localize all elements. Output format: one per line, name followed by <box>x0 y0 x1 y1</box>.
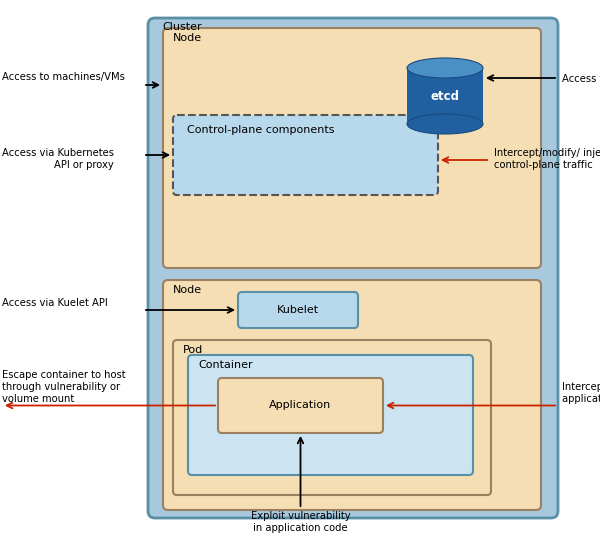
Text: etcd: etcd <box>431 90 460 103</box>
Text: Kubelet: Kubelet <box>277 305 319 315</box>
Text: Node: Node <box>173 285 202 295</box>
FancyBboxPatch shape <box>163 28 541 268</box>
Ellipse shape <box>407 58 483 78</box>
Text: Container: Container <box>198 360 253 370</box>
Text: Application: Application <box>269 401 332 410</box>
Text: Pod: Pod <box>183 345 203 355</box>
Text: Intercept/modify/ inject
control-plane traffic: Intercept/modify/ inject control-plane t… <box>494 148 600 170</box>
Text: Access to machines/VMs: Access to machines/VMs <box>2 72 125 82</box>
FancyBboxPatch shape <box>188 355 473 475</box>
FancyBboxPatch shape <box>238 292 358 328</box>
Text: Access to etcd API: Access to etcd API <box>562 74 600 84</box>
FancyBboxPatch shape <box>148 18 558 518</box>
Text: Control-plane components: Control-plane components <box>187 125 335 135</box>
Bar <box>407 68 483 124</box>
Text: Node: Node <box>173 33 202 43</box>
FancyBboxPatch shape <box>173 115 438 195</box>
Ellipse shape <box>407 114 483 134</box>
Text: Escape container to host
through vulnerability or
volume mount: Escape container to host through vulnera… <box>2 371 125 403</box>
Text: Exploit vulnerability
in application code: Exploit vulnerability in application cod… <box>251 511 350 533</box>
FancyBboxPatch shape <box>163 280 541 510</box>
FancyBboxPatch shape <box>173 340 491 495</box>
Text: Intercept/modify/inject
application traffic: Intercept/modify/inject application traf… <box>562 382 600 403</box>
Text: Access via Kuelet API: Access via Kuelet API <box>2 298 108 308</box>
FancyBboxPatch shape <box>218 378 383 433</box>
Text: Cluster: Cluster <box>162 22 202 32</box>
Text: Access via Kubernetes
API or proxy: Access via Kubernetes API or proxy <box>2 148 114 170</box>
